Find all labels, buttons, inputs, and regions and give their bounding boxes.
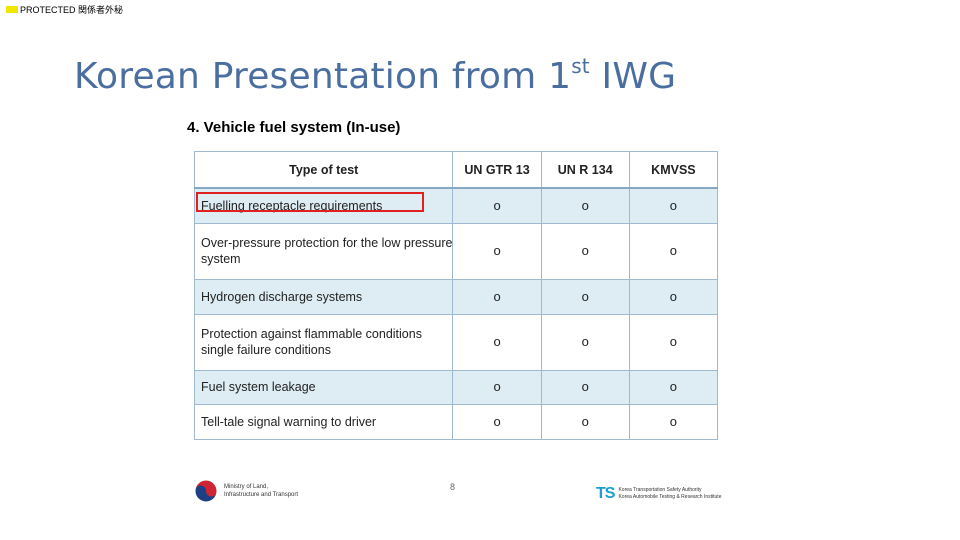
row-test-name: Protection against flammable conditions …	[193, 313, 454, 371]
marking-label: PROTECTED 関係者外秘	[20, 4, 124, 15]
ministry-logo: Ministry of Land, Infrastructure and Tra…	[194, 479, 298, 503]
title-superscript: st	[571, 54, 590, 78]
row-test-name: Fuelling receptacle requirements	[193, 187, 454, 224]
page-number: 8	[450, 482, 456, 492]
row-mark-un-gtr-13: o	[452, 403, 542, 440]
row-mark-un-r-134: o	[540, 369, 630, 405]
row-mark-kmvss: o	[628, 222, 719, 280]
header-kmvss: KMVSS	[628, 151, 719, 189]
table-row: Tell-tale signal warning to driver o o o	[193, 403, 719, 440]
section-heading: 4. Vehicle fuel system (In-use)	[187, 119, 401, 136]
fuel-system-table: Type of test UN GTR 13 UN R 134 KMVSS Fu…	[193, 151, 719, 440]
row-mark-un-r-134: o	[540, 187, 630, 224]
table-row: Fuel system leakage o o o	[193, 369, 719, 405]
ministry-line-1: Ministry of Land,	[224, 484, 269, 490]
row-mark-kmvss: o	[628, 187, 719, 224]
marking-swatch	[6, 5, 18, 13]
row-mark-un-gtr-13: o	[452, 278, 542, 315]
table-row: Fuelling receptacle requirements o o o	[193, 187, 719, 224]
row-mark-kmvss: o	[628, 403, 719, 440]
row-mark-un-r-134: o	[540, 313, 630, 371]
ts-line-2: Korea Automobile Testing & Research Inst…	[618, 494, 722, 500]
table-header-row: Type of test UN GTR 13 UN R 134 KMVSS	[193, 151, 719, 189]
table-row: Hydrogen discharge systems o o o	[193, 278, 719, 315]
row-mark-kmvss: o	[628, 369, 719, 405]
row-test-name: Hydrogen discharge systems	[193, 278, 454, 315]
header-un-r-134: UN R 134	[540, 151, 630, 189]
row-mark-kmvss: o	[628, 278, 719, 315]
ministry-line-2: Infrastructure and Transport	[224, 492, 299, 498]
row-test-name: Fuel system leakage	[193, 369, 454, 405]
title-main: Korean Presentation from 1	[74, 56, 572, 97]
row-test-name: Tell-tale signal warning to driver	[193, 403, 454, 440]
row-mark-kmvss: o	[628, 313, 719, 371]
header-un-gtr-13: UN GTR 13	[452, 151, 542, 189]
row-mark-un-gtr-13: o	[452, 313, 542, 371]
row-mark-un-gtr-13: o	[452, 369, 542, 405]
row-mark-un-gtr-13: o	[452, 222, 542, 280]
slide-title: Korean Presentation from 1st IWG	[74, 54, 677, 97]
ts-line-1: Korea Transportation Safety Authority	[618, 487, 702, 493]
header-type-of-test: Type of test	[193, 151, 454, 189]
ts-letters: TS	[596, 485, 615, 502]
protected-marking: PROTECTED 関係者外秘	[6, 3, 123, 15]
row-mark-un-r-134: o	[540, 278, 630, 315]
table-row: Over-pressure protection for the low pre…	[193, 222, 719, 280]
row-mark-un-gtr-13: o	[452, 187, 542, 224]
row-mark-un-r-134: o	[540, 222, 630, 280]
taegeuk-emblem-icon	[194, 479, 218, 503]
title-end: IWG	[589, 56, 677, 97]
row-test-name: Over-pressure protection for the low pre…	[193, 222, 454, 280]
table-row: Protection against flammable conditions …	[193, 313, 719, 371]
row-mark-un-r-134: o	[540, 403, 630, 440]
ts-logo: TS Korea Transportation Safety Authority…	[596, 485, 721, 503]
